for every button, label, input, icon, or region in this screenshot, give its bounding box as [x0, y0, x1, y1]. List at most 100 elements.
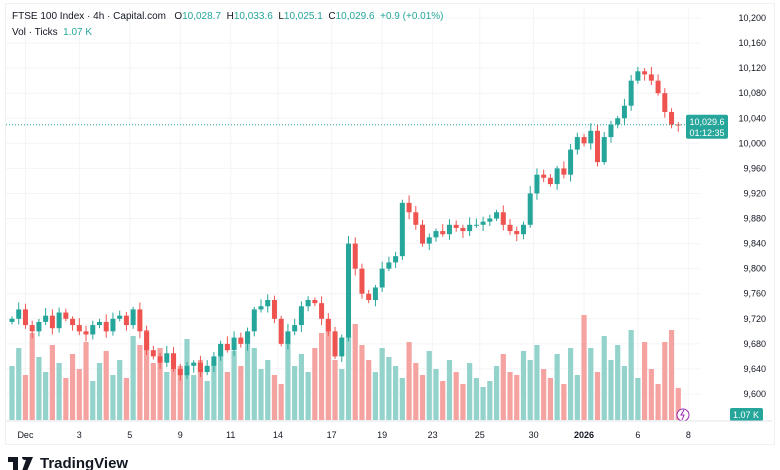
candlestick-chart[interactable]: 10,200 10,160 10,120 10,080 10,040 10,000 9,96… — [0, 0, 780, 450]
volume-bar — [191, 375, 197, 420]
volume-bar — [413, 363, 419, 420]
candle-body — [265, 300, 271, 307]
volume-bar — [541, 369, 547, 420]
candle-body — [379, 268, 385, 288]
volume-bar — [325, 321, 331, 420]
candle-body — [191, 362, 197, 366]
volume-bar — [359, 345, 365, 420]
candle-body — [204, 365, 210, 373]
volume-bar — [352, 324, 358, 420]
chart-frame — [5, 3, 775, 445]
volume-bar — [520, 351, 527, 420]
volume-bar — [567, 348, 574, 420]
volume-bar — [110, 375, 116, 420]
volume-bar — [103, 351, 109, 420]
x-tick-label: 19 — [377, 430, 387, 440]
y-tick-label: 10,080 — [738, 88, 766, 98]
volume-bar — [473, 378, 479, 420]
volume-bar — [446, 360, 453, 420]
y-tick-label: 9,920 — [743, 188, 766, 198]
volume-bar — [265, 360, 271, 420]
volume-bar — [662, 342, 668, 420]
volume-bar — [366, 360, 372, 420]
candle-body — [467, 224, 473, 232]
x-tick-label: 5 — [127, 430, 132, 440]
candle-body — [554, 168, 560, 185]
candle-body — [319, 303, 325, 319]
y-tick-label: 10,040 — [738, 113, 766, 123]
volume-bar — [628, 330, 634, 420]
candle-body — [123, 315, 129, 326]
x-tick-label: 6 — [635, 430, 640, 440]
volume-tag-value: 1.07 K — [733, 410, 759, 420]
volume-bar — [433, 369, 439, 420]
volume-bar — [527, 360, 533, 420]
x-tick-label: 14 — [273, 430, 283, 440]
volume-label[interactable]: Vol · Ticks — [12, 27, 58, 38]
candle-body — [359, 268, 365, 294]
candle-body — [292, 325, 298, 332]
candle-body — [63, 312, 69, 319]
volume-bar — [16, 348, 22, 420]
volume-bar — [574, 375, 580, 420]
candle-body — [453, 224, 459, 228]
volume-bar — [43, 372, 49, 420]
candle-body — [561, 168, 567, 175]
high-label: H — [226, 11, 234, 22]
volume-bar — [177, 366, 183, 420]
volume-bar — [547, 378, 553, 420]
candle-body — [339, 337, 345, 357]
x-tick-label: 2026 — [574, 430, 594, 440]
candle-body — [534, 174, 540, 194]
candle-body — [278, 318, 284, 344]
candle-body — [446, 224, 452, 235]
candle-body — [628, 80, 634, 106]
candle-body — [110, 318, 116, 332]
volume-bar — [460, 384, 466, 420]
volume-bar — [204, 381, 210, 420]
candle-body — [574, 137, 580, 150]
volume-bar — [507, 372, 513, 420]
volume-bar — [561, 384, 567, 420]
low-value: 10,025.1 — [283, 11, 323, 22]
tradingview-logo-icon — [8, 456, 33, 470]
candle-body — [413, 212, 419, 225]
candle-body — [76, 325, 82, 332]
candle-body — [507, 224, 513, 232]
tradingview-logo[interactable]: TradingView — [8, 455, 128, 470]
volume-bar — [487, 381, 493, 420]
y-tick-label: 9,760 — [743, 289, 766, 299]
volume-bar — [29, 333, 35, 420]
candle-body — [90, 325, 96, 335]
volume-bar — [164, 372, 170, 420]
volume-bar — [554, 354, 560, 420]
candle-body — [29, 325, 35, 332]
volume-bar — [211, 363, 217, 420]
y-tick-label: 9,720 — [743, 314, 766, 324]
volume-bar — [648, 369, 654, 420]
candle-body — [144, 331, 150, 351]
volume-bar — [76, 369, 82, 420]
open-label: O — [174, 11, 183, 22]
x-tick-label: 11 — [226, 430, 235, 440]
volume-bar — [197, 360, 204, 420]
volume-bar — [615, 345, 621, 420]
candle-body — [211, 356, 217, 366]
candle-body — [520, 224, 526, 235]
candle-body — [271, 300, 277, 319]
candle-body — [440, 231, 446, 235]
x-tick-label: 30 — [529, 430, 539, 440]
candle-body — [285, 331, 291, 344]
candle-body — [621, 105, 627, 119]
volume-bar — [238, 366, 244, 420]
candle-body — [514, 231, 520, 235]
x-tick-label: 23 — [428, 430, 438, 440]
symbol-title[interactable]: FTSE 100 Index · 4h · Capital.com — [12, 11, 166, 22]
low-label: L — [278, 11, 284, 22]
candle-body — [325, 318, 331, 332]
volume-bar — [419, 375, 426, 420]
candle-body — [588, 130, 594, 144]
candle-body — [103, 321, 109, 332]
y-tick-label: 10,160 — [738, 38, 766, 48]
volume-bar — [500, 354, 506, 420]
